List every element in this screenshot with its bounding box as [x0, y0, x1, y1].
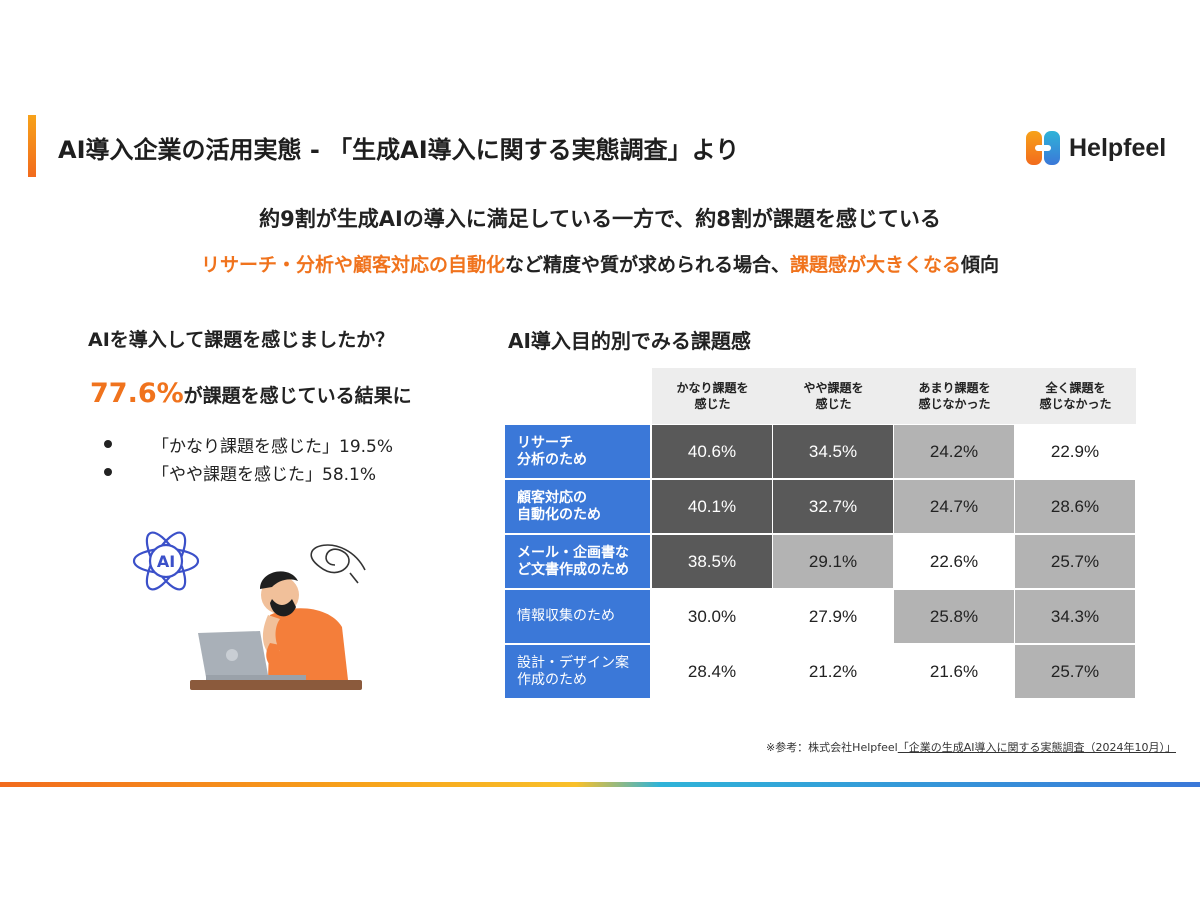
table-cell: 27.9% [773, 590, 893, 643]
helpfeel-logo-icon [1025, 130, 1061, 166]
row-label: 顧客対応の 自動化のため [505, 480, 650, 533]
helpfeel-logo-text: Helpfeel [1069, 133, 1167, 162]
table-cell: 28.4% [652, 645, 772, 698]
table-cell: 38.5% [652, 535, 772, 588]
table-cell: 25.8% [894, 590, 1014, 643]
issue-matrix-table: かなり課題を 感じた やや課題を 感じた あまり課題を 感じなかった 全く課題を 感じ… [505, 368, 1136, 699]
table-cell: 25.7% [1015, 535, 1135, 588]
table-cell: 22.9% [1015, 425, 1135, 478]
table-cell: 28.6% [1015, 480, 1135, 533]
stat-text: が課題を感じている結果に [183, 385, 412, 407]
table-cell: 40.1% [652, 480, 772, 533]
headline: 約9割が生成AIの導入に満足している一方で、約8割が課題を感じている [259, 207, 941, 231]
title-accent-bar [28, 115, 36, 177]
row-label: リサーチ 分析のため [505, 425, 650, 478]
left-heading: AIを導入して課題を感じましたか？ [88, 329, 395, 351]
table-cell: 30.0% [652, 590, 772, 643]
person [260, 571, 348, 680]
row-label: 情報収集のため [505, 590, 650, 643]
bullet-dot-icon [104, 468, 112, 476]
table-cell: 34.3% [1015, 590, 1135, 643]
row-label: 設計・デザイン案 作成のため [505, 645, 650, 698]
helpfeel-logo: Helpfeel [1025, 130, 1166, 166]
table-cell: 29.1% [773, 535, 893, 588]
laptop-icon [198, 631, 306, 680]
subline-text-2: 傾向 [961, 254, 1000, 276]
column-header: あまり課題を 感じなかった [894, 368, 1015, 424]
table-cell: 34.5% [773, 425, 893, 478]
table-cell: 24.2% [894, 425, 1014, 478]
stat-value: 77.6% [90, 378, 184, 409]
table-cell: 24.7% [894, 480, 1014, 533]
list-item: 「やや課題を感じた」58.1% [104, 458, 393, 486]
slide-title: AI導入企業の活用実態 - 「生成AI導入に関する実態調査」より [58, 136, 740, 164]
ai-atom-icon: AI [132, 531, 200, 591]
row-label: メール・企画書な ど文書作成のため [505, 535, 650, 588]
bottom-gradient-bar [0, 782, 1200, 787]
right-heading: AI導入目的別でみる課題感 [508, 329, 751, 353]
column-header: 全く課題を 感じなかった [1015, 368, 1136, 424]
subline: リサーチ・分析や顧客対応の自動化など精度や質が求められる場合、課題感が大きくなる… [0, 250, 1200, 277]
column-header: かなり課題を 感じた [652, 368, 773, 424]
table-cell: 25.7% [1015, 645, 1135, 698]
bullet-text: 「かなり課題を感じた」19.5% [152, 436, 394, 457]
subline-highlight-2: 課題感が大きくなる [790, 254, 962, 276]
person-at-laptop-illustration: AI [120, 515, 380, 700]
table-cell: 22.6% [894, 535, 1014, 588]
list-item: 「かなり課題を感じた」19.5% [104, 430, 393, 458]
table-cell: 32.7% [773, 480, 893, 533]
desk [190, 680, 362, 690]
column-header: やや課題を 感じた [773, 368, 894, 424]
confused-scribble-icon [310, 544, 366, 584]
source-note: ※参考：株式会社Helpfeel「企業の生成AI導入に関する実態調査（2024年… [766, 739, 1176, 755]
source-link[interactable]: 「企業の生成AI導入に関する実態調査（2024年10月）」 [897, 741, 1176, 754]
table-cell: 21.2% [773, 645, 893, 698]
source-prefix: ※参考：株式会社Helpfeel [765, 741, 898, 754]
table-cell: 21.6% [894, 645, 1014, 698]
subline-text-1: など精度や質が求められる場合、 [504, 254, 790, 276]
bullet-dot-icon [104, 440, 112, 448]
bullet-list: 「かなり課題を感じた」19.5% 「やや課題を感じた」58.1% [104, 430, 393, 486]
svg-text:AI: AI [157, 552, 175, 571]
bullet-text: 「やや課題を感じた」58.1% [152, 464, 377, 485]
table-cell: 40.6% [652, 425, 772, 478]
subline-highlight-1: リサーチ・分析や顧客対応の自動化 [200, 254, 505, 276]
stat-line: 77.6%が課題を感じている結果に [90, 378, 412, 409]
